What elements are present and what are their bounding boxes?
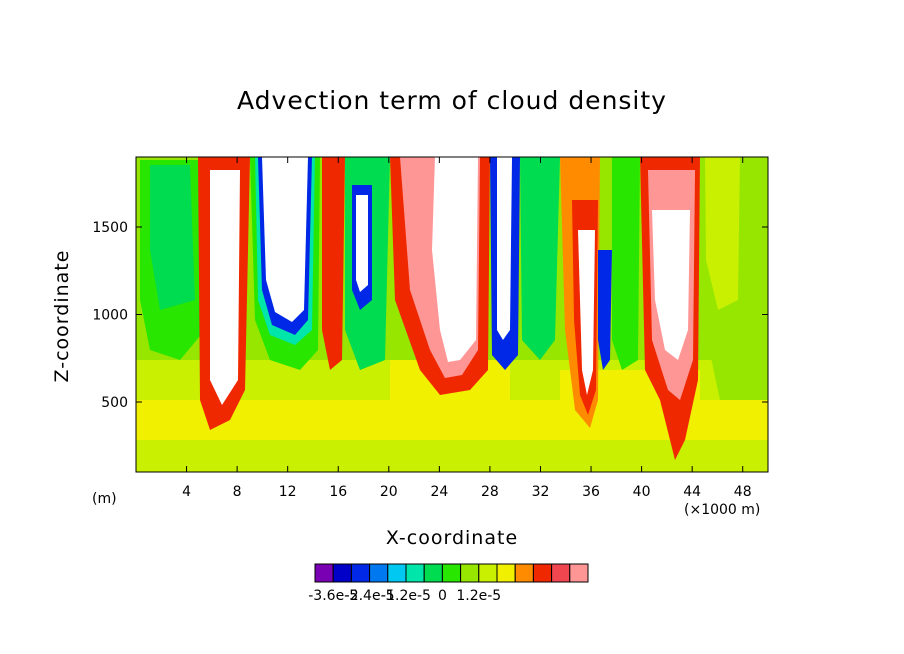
- colorbar-swatch: [551, 563, 571, 583]
- colorbar-swatch: [423, 563, 443, 583]
- x-axis-label: X-coordinate: [385, 527, 519, 549]
- chart-title: Advection term of cloud density: [237, 86, 667, 115]
- x-unit-right: (×1000 m): [684, 502, 761, 518]
- x-axis: 4 8 12 16 20 24 28 32 36 40 44 48: [182, 157, 752, 500]
- colorbar-label: 1.2e-5: [456, 588, 501, 604]
- y-tick-label: 1500: [92, 220, 128, 236]
- y-axis: 500 1000 1500: [92, 220, 768, 411]
- colorbar-label: -3.6e-5: [308, 588, 358, 604]
- x-tick-label: 20: [380, 484, 398, 500]
- x-tick-label: 8: [233, 484, 242, 500]
- colorbar: -3.6e-5-2.4e-5-1.2e-5 0 1.2e-5: [308, 563, 589, 604]
- colorbar-swatch: [369, 563, 389, 583]
- colorbar-swatch: [514, 563, 534, 583]
- x-tick-label: 40: [633, 484, 651, 500]
- colorbar-label: -2.4e-5: [345, 588, 395, 604]
- colorbar-label: -1.2e-5: [381, 588, 431, 604]
- x-tick-label: 16: [329, 484, 347, 500]
- colorbar-swatch: [460, 563, 480, 583]
- colorbar-swatch: [478, 563, 498, 583]
- x-unit-left: (m): [92, 491, 117, 507]
- x-tick-label: 44: [683, 484, 701, 500]
- colorbar-swatch: [441, 563, 462, 583]
- x-tick-label: 48: [734, 484, 752, 500]
- x-tick-label: 36: [582, 484, 600, 500]
- colorbar-swatch: [569, 563, 589, 583]
- x-tick-label: 24: [430, 484, 448, 500]
- x-tick-label: 32: [532, 484, 550, 500]
- colorbar-swatch: [532, 563, 553, 583]
- colorbar-swatch: [350, 563, 371, 583]
- x-tick-label: 12: [279, 484, 297, 500]
- y-tick-label: 500: [101, 395, 128, 411]
- y-tick-label: 1000: [92, 308, 128, 324]
- x-tick-label: 4: [182, 484, 191, 500]
- colorbar-swatch: [405, 563, 425, 583]
- colorbar-swatch: [496, 563, 516, 583]
- colorbar-swatch: [314, 563, 334, 583]
- colorbar-swatch: [332, 563, 352, 583]
- colorbar-label: 0: [438, 588, 447, 604]
- x-tick-label: 28: [481, 484, 499, 500]
- colorbar-swatch: [387, 563, 407, 583]
- contour-field: [136, 157, 768, 472]
